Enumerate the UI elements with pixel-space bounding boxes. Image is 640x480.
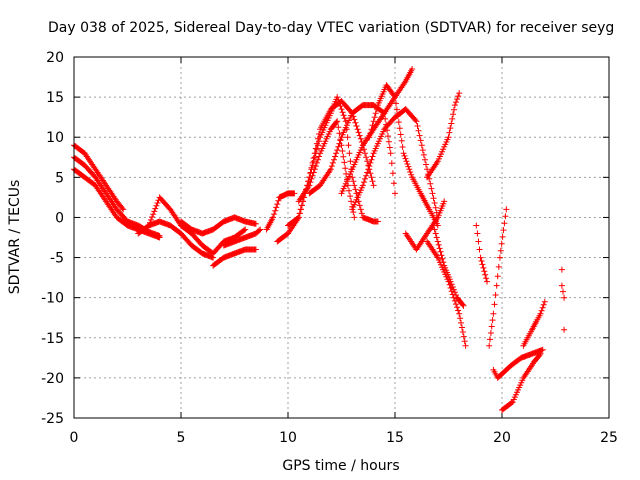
x-tick-label: 5: [177, 430, 186, 446]
data-points: [486, 206, 510, 349]
series-track-9: [263, 190, 298, 233]
series-track-26: [558, 266, 568, 333]
y-tick-label: -25: [41, 411, 64, 427]
data-points: [430, 222, 467, 309]
data-points: [263, 190, 298, 233]
series-track-20: [430, 222, 467, 309]
data-points: [349, 106, 441, 221]
data-points: [295, 118, 358, 221]
series-track-8: [220, 226, 264, 249]
series-track-15: [349, 106, 441, 221]
data-points: [473, 222, 490, 285]
x-tick-label: 25: [600, 430, 618, 446]
series-track-5: [145, 218, 217, 261]
y-tick-label: 10: [46, 130, 64, 146]
series-track-7: [210, 246, 259, 269]
y-tick-label: -5: [50, 251, 64, 267]
series-track-22: [486, 206, 510, 349]
y-tick-label: -15: [41, 331, 64, 347]
series-track-24: [499, 350, 544, 413]
y-tick-label: 20: [46, 50, 64, 66]
x-tick-label: 20: [493, 430, 511, 446]
x-tick-label: 10: [279, 430, 297, 446]
series-track-18: [424, 90, 463, 181]
y-tick-label: 5: [55, 170, 64, 186]
data-points: [366, 82, 441, 229]
x-tick-label: 15: [386, 430, 404, 446]
y-axis-label: SDTVAR / TECUs: [7, 180, 23, 295]
data-points: [490, 346, 546, 381]
series-track-25: [520, 298, 548, 349]
x-tick-label: 0: [70, 430, 79, 446]
series-track-21: [473, 222, 490, 285]
series-track-16: [366, 82, 441, 229]
series-track-13: [295, 118, 358, 221]
series-track-6: [178, 214, 259, 237]
data-points: [178, 214, 259, 237]
x-axis-label: GPS time / hours: [282, 458, 399, 474]
y-tick-label: -10: [41, 291, 64, 307]
data-points: [220, 226, 264, 249]
data-points: [499, 350, 544, 413]
data-points: [210, 246, 259, 269]
y-tick-label: -20: [41, 371, 64, 387]
y-tick-label: 15: [46, 90, 64, 106]
data-points: [520, 298, 548, 349]
data-points: [558, 266, 568, 333]
plot-frame: [73, 56, 610, 419]
tick-labels: 0 5 10 15 20 25 -25 -20 -15 -10 -5 0 5 10 15 20: [41, 50, 618, 446]
data-points: [145, 218, 217, 261]
series-track-23: [490, 346, 546, 381]
chart-title: Day 038 of 2025, Sidereal Day-to-day VTE…: [48, 20, 614, 36]
y-tick-label: 0: [55, 210, 64, 226]
data-points: [424, 90, 463, 181]
